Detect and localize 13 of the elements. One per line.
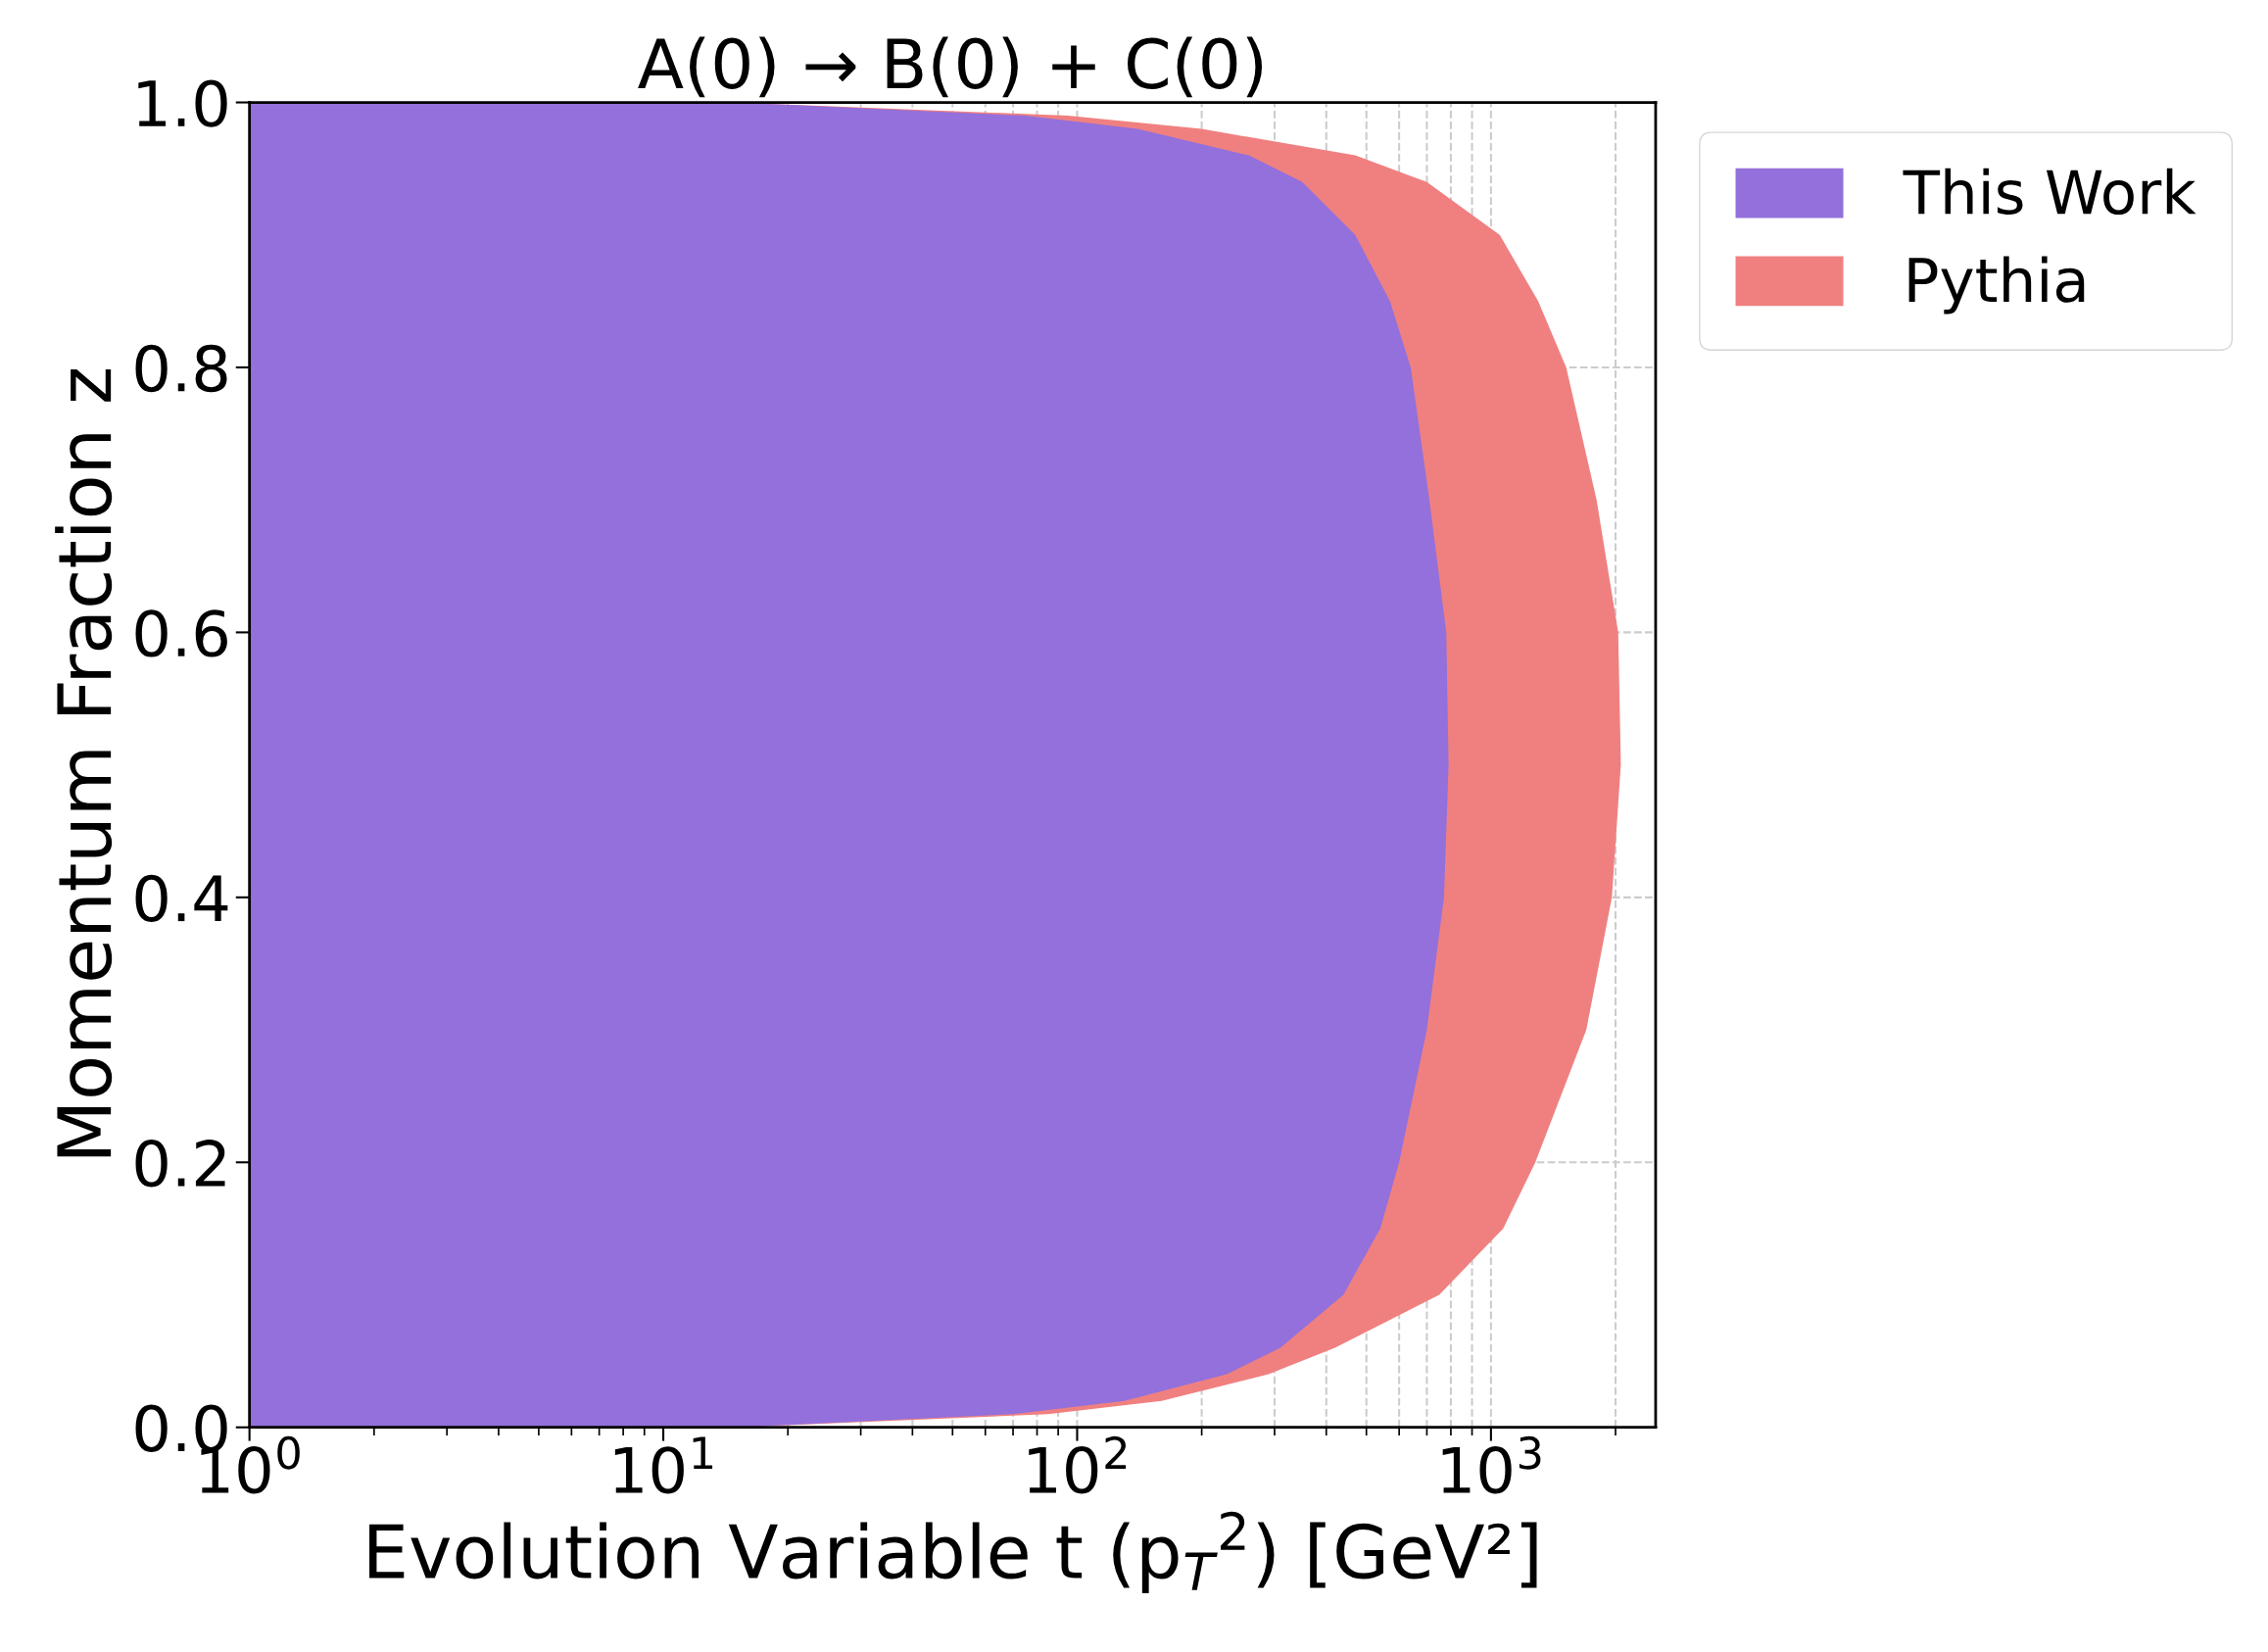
x-axis-title: Evolution Variable t (p$_{T}$$^{2}$) [GeV²] bbox=[369, 1511, 1537, 1594]
chart-title: A(0) → B(0) + C(0) bbox=[638, 36, 1263, 98]
x-tick-label: 10$^{3}$ bbox=[1442, 1435, 1541, 1494]
y-axis-title: Momentum Fraction z bbox=[55, 368, 113, 1157]
y-tick-label: 0.8 bbox=[135, 344, 227, 393]
x-tick-label: 10$^{2}$ bbox=[1029, 1435, 1127, 1494]
y-tick-label: 0.2 bbox=[135, 1140, 225, 1188]
y-tick-label: 0.6 bbox=[135, 609, 227, 657]
y-tick-label: 1.0 bbox=[138, 79, 227, 127]
legend-label: Pythia bbox=[1908, 256, 2085, 315]
legend-label: This Work bbox=[1903, 168, 2196, 216]
y-tick-label: 0.4 bbox=[135, 874, 228, 923]
x-tick-label: 10$^{1}$ bbox=[614, 1436, 713, 1494]
